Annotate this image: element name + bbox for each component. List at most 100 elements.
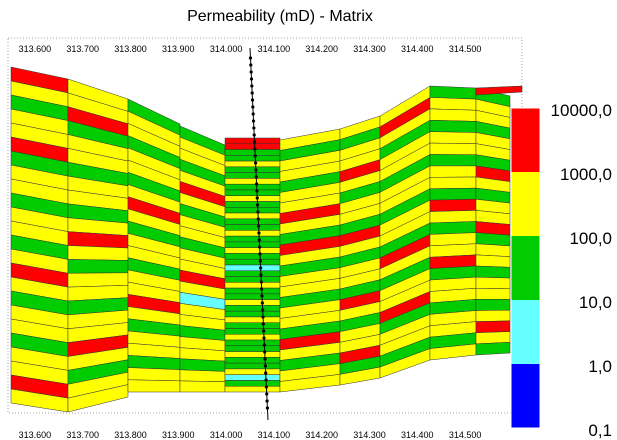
well-marker [253,161,258,165]
grid-cell [224,178,281,185]
well-marker [259,266,263,270]
well-marker [255,203,260,207]
colorbar-tick-label: 10,0 [579,293,612,312]
colorbar-tick-label: 100,0 [569,229,612,248]
well-marker [249,70,253,74]
well-marker [259,273,263,277]
grid-cell [475,342,511,356]
colorbar-tick-label: 0,1 [588,421,612,440]
well-marker [251,112,255,116]
grid-cell [224,143,281,150]
grid-cell [224,293,281,300]
x-tick-label-bottom: 313.900 [162,430,195,440]
colorbar-band [511,364,540,428]
grid-cell [224,310,281,318]
grid-cell [224,362,281,370]
grid-cell [179,369,226,382]
colorbar-band [511,172,540,236]
well-marker [263,364,267,368]
x-tick-label-bottom: 314.000 [210,430,243,440]
colorbar-tick-label: 10000,0 [551,101,612,120]
grid-cell [224,322,281,329]
grid-cell [224,160,281,168]
grid-cell [224,345,281,352]
grid-cell [224,207,281,214]
grid-cell [224,380,281,387]
grid-cell [224,368,281,375]
x-tick-label-bottom: 314.400 [401,430,434,440]
well-trajectory [248,47,270,421]
grid-cell [224,230,281,237]
well-marker [251,119,256,123]
well-marker [255,196,259,200]
grid-cell [224,385,281,393]
grid-cell [475,265,511,279]
grid-cell [224,305,281,312]
well-marker [264,371,268,375]
well-marker [261,322,265,326]
well-marker [256,217,260,221]
chart-title: Permeability (mD) - Matrix [187,8,373,25]
well-marker [260,301,264,305]
x-tick-label-bottom: 313.600 [19,430,52,440]
grid-cell [224,149,281,156]
x-tick-label-top: 313.600 [19,44,52,54]
well-marker [261,308,265,312]
well-marker [252,140,257,144]
x-tick-label-bottom: 313.800 [114,430,147,440]
well-marker [253,154,257,158]
grid-cell [475,276,511,290]
well-marker [262,343,266,347]
grid-cell [224,357,281,364]
well-marker [254,175,258,179]
well-marker [258,245,262,249]
grid-cell [475,309,511,322]
grid-cell [429,108,477,122]
well-marker [263,350,267,354]
well-marker [249,77,254,81]
grid-cell [429,119,477,133]
well-marker [260,287,264,291]
grid-cell [224,258,281,266]
well-marker [252,126,256,130]
grid-cell [475,254,511,268]
cross-section [10,66,523,413]
grid-cell [67,259,129,274]
grid-cell [224,339,281,347]
grid-cell [179,358,226,372]
grid-cell [224,299,281,306]
colorbar-band [511,108,540,172]
x-tick-label-top: 313.900 [162,44,195,54]
x-tick-label-bottom: 314.200 [305,430,338,440]
grid-cell [475,320,511,334]
x-tick-label-top: 314.000 [210,44,243,54]
grid-cell [429,142,477,156]
grid-cell [224,264,281,272]
well-marker [251,105,255,109]
x-tick-label-top: 313.700 [66,44,99,54]
grid-cell [429,187,477,201]
x-axis-bottom: 313.600 313.700 313.800 313.900 314.000 314.1… [19,430,482,440]
colorbar-tick-label: 1000,0 [560,165,612,184]
grid-cell [224,253,281,260]
well-marker [258,252,262,256]
well-marker [256,210,260,214]
x-tick-label-bottom: 313.700 [66,430,99,440]
grid-cell [429,97,477,111]
grid-cell [224,201,281,208]
well-marker [261,315,265,319]
grid-cell [224,328,281,335]
well-marker [262,336,266,340]
well-marker [263,357,267,361]
grid-cell [429,154,477,167]
x-tick-label-top: 314.200 [305,44,338,54]
plot-frame [7,37,523,414]
well-marker [248,56,253,60]
grid-cell [429,85,477,100]
well-marker [265,392,269,396]
well-marker [250,98,255,102]
grid-cell [429,176,477,190]
x-tick-label-top: 314.500 [449,44,482,54]
grid-cell [179,380,226,393]
